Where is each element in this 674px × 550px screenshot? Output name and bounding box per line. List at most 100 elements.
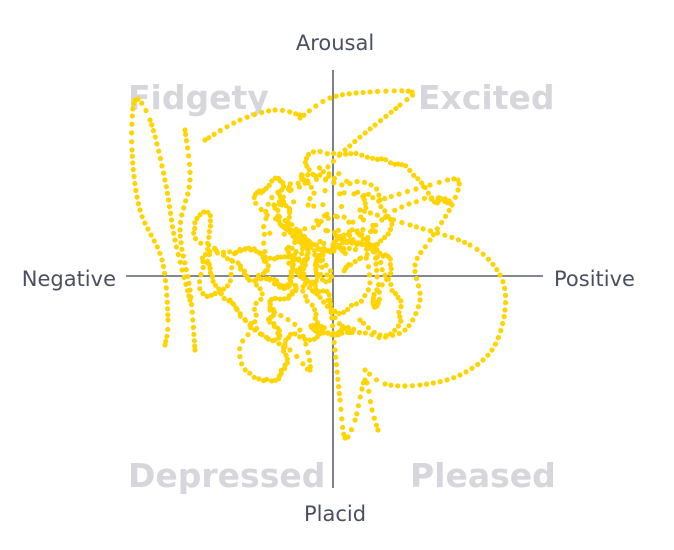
trace-dot [297,112,303,118]
trace-dot [341,190,347,196]
trace-dot [292,331,298,337]
trace-dot [364,380,370,386]
trace-dot [338,203,345,210]
trace-dot [332,315,338,321]
trace-dot [330,330,336,336]
trace-dot [388,382,394,388]
trace-dot [336,310,342,317]
trace-dot [290,253,296,259]
trace-dot [469,365,475,371]
trace-dot [286,214,292,220]
trace-dot [425,190,431,196]
trace-dot [183,198,189,204]
trace-dot [252,319,258,325]
trace-dot [383,113,389,119]
trace-dot [204,293,210,299]
trace-dot [277,284,283,290]
trace-dot [308,280,314,287]
trace-dot [325,215,331,221]
trace-dot [354,241,360,248]
trace-dot [214,250,220,256]
trace-dot [373,255,379,261]
trace-dot [323,177,329,183]
trace-dot [272,175,278,181]
trace-dot [293,111,299,117]
trace-dot [367,241,373,247]
trace-dot [177,259,183,265]
trace-dot [327,95,333,101]
trace-dot [402,327,408,333]
trace-dot [358,298,364,304]
trace-dot [313,257,319,263]
trace-dot [498,328,504,334]
trace-dot [375,282,382,288]
trace-dot [317,148,323,155]
trace-dot [183,138,190,144]
trace-dot [430,232,436,238]
trace-dot [190,317,196,323]
trace-dot [376,198,382,204]
trace-dot [320,257,326,263]
trace-dot [177,233,183,239]
trace-dot [295,180,301,186]
trace-dot [392,327,398,333]
trace-dot [220,252,227,258]
trace-dot [325,248,331,254]
trace-dot [467,242,473,248]
trace-dot [272,107,278,113]
trace-dot [305,349,311,356]
trace-dot [335,376,341,382]
trace-dot [157,250,163,256]
trace-dot [363,205,369,211]
trace-dot [392,290,399,297]
trace-dot [187,287,193,293]
trace-dot [267,319,273,325]
trace-dot [355,403,361,409]
trace-dot [339,330,345,336]
trace-dot [205,246,211,252]
trace-dot [259,332,265,338]
trace-dot [341,309,347,315]
trace-dot [163,285,169,291]
trace-dot [350,237,356,243]
trace-dot [485,256,491,262]
trace-dot [283,203,289,209]
trace-dot [444,177,451,183]
trace-dot [326,278,332,284]
trace-dot [224,124,230,130]
trace-dot [413,186,419,192]
trace-dot [357,207,363,213]
trace-dot [318,218,324,224]
trace-dot [354,178,360,185]
trace-dot [200,264,206,270]
trace-dot [375,300,381,306]
trace-dot [132,180,138,187]
trace-dot [231,301,237,307]
trace-dot [421,195,428,201]
trace-dot [340,424,346,430]
trace-dot [357,394,363,400]
trace-dot [333,93,339,99]
trace-dot [412,262,418,268]
trace-dot [197,212,203,218]
trace-dot [142,220,148,226]
trace-dot [446,207,452,213]
trace-dot [314,320,321,326]
trace-dot [391,88,397,94]
trace-dot [159,257,165,263]
trace-dot [272,337,278,343]
trace-dot [345,434,351,440]
trace-dot [321,240,327,246]
trace-dot [392,207,398,213]
trace-dot [355,230,361,236]
trace-dot [373,261,379,267]
trace-dot [310,225,316,231]
trace-dot [379,217,385,223]
trace-dot [203,251,209,258]
trace-dot [342,147,348,153]
trace-dot [378,238,384,244]
trace-dot [388,109,394,115]
trace-dot [348,262,354,268]
trace-dot [190,324,196,330]
trace-dot [353,90,359,96]
